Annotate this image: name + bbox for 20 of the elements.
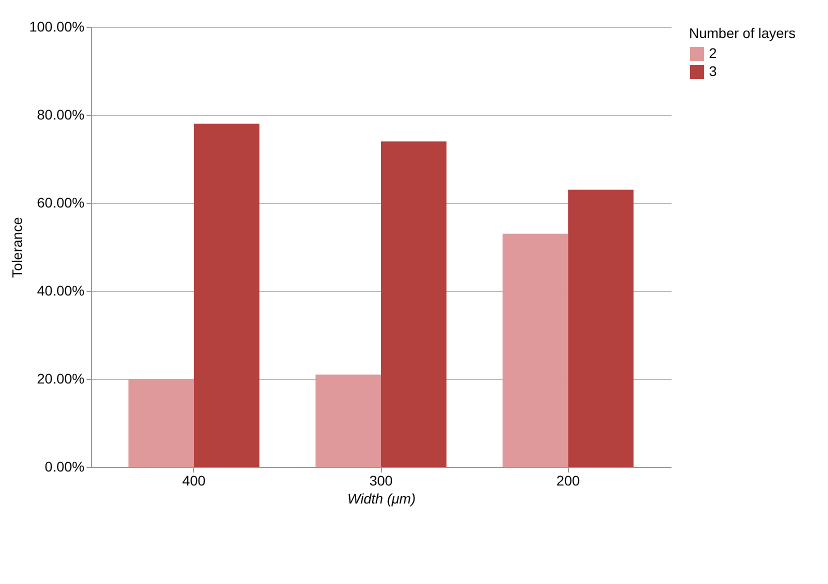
y-tick-label: 20.00% <box>37 370 84 386</box>
legend-label: 2 <box>709 45 717 61</box>
y-tick-label: 0.00% <box>44 458 84 474</box>
y-tick-label: 40.00% <box>37 282 84 298</box>
y-tick-label: 100.00% <box>29 18 84 34</box>
bar <box>194 124 260 467</box>
bar <box>502 234 568 467</box>
bar <box>381 141 446 467</box>
bar <box>128 379 194 467</box>
x-tick-label: 200 <box>556 472 580 488</box>
x-tick-label: 300 <box>369 472 393 488</box>
y-axis-title: Tolerance <box>9 216 26 278</box>
legend-label: 3 <box>709 63 717 79</box>
bar <box>316 374 381 467</box>
x-tick-label: 400 <box>182 472 206 488</box>
x-axis-title: Width (μm) <box>347 490 416 506</box>
bar <box>568 190 634 467</box>
legend-title: Number of layers <box>689 25 796 41</box>
y-tick-label: 60.00% <box>37 194 84 210</box>
y-tick-label: 80.00% <box>37 106 84 122</box>
